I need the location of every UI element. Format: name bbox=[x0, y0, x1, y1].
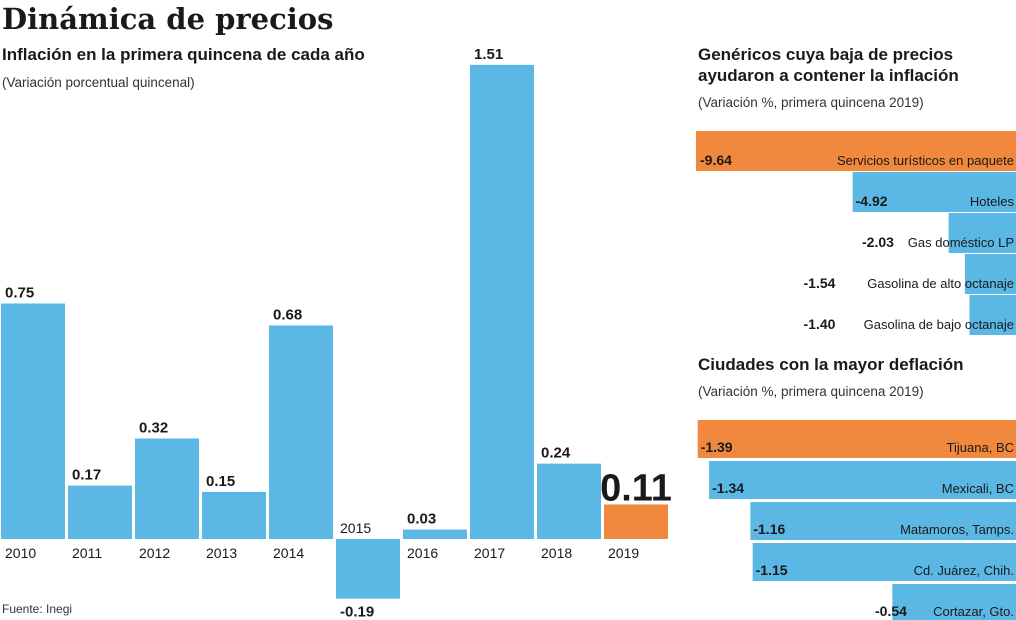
x-tick-label-2013: 2013 bbox=[206, 545, 237, 561]
cities-bar-0 bbox=[697, 420, 1016, 458]
generics-bar-4 bbox=[969, 295, 1016, 335]
bar-value-label-2019: 0.11 bbox=[600, 467, 672, 509]
cities-bar-3 bbox=[752, 543, 1016, 581]
generics-bar-1 bbox=[852, 172, 1016, 212]
generics-subtitle: (Variación %, primera quincena 2019) bbox=[698, 95, 924, 110]
generics-value-label-3: -1.54 bbox=[804, 275, 836, 291]
bar-2014 bbox=[269, 325, 333, 539]
cities-value-label-3: -1.15 bbox=[756, 562, 788, 578]
x-tick-label-2014: 2014 bbox=[273, 545, 304, 561]
generics-value-label-4: -1.40 bbox=[804, 316, 836, 332]
cities-category-label-2: Matamoros, Tamps. bbox=[900, 522, 1014, 537]
cities-bar-2 bbox=[750, 502, 1016, 540]
cities-value-label-4: -0.54 bbox=[875, 603, 907, 619]
cities-value-label-1: -1.34 bbox=[712, 480, 744, 496]
bar-value-label-2010: 0.75 bbox=[5, 285, 34, 302]
bar-2011 bbox=[68, 485, 132, 539]
x-tick-label-2011: 2011 bbox=[72, 545, 102, 561]
cities-value-label-2: -1.16 bbox=[753, 521, 785, 537]
bar-2018 bbox=[537, 463, 601, 539]
generics-title-line-1: Genéricos cuya baja de precios bbox=[698, 45, 954, 64]
x-tick-label-2017: 2017 bbox=[474, 545, 505, 561]
bar-value-label-2017: 1.51 bbox=[474, 46, 503, 63]
generics-value-label-2: -2.03 bbox=[862, 234, 894, 250]
generics-value-label-1: -4.92 bbox=[856, 193, 888, 209]
bar-2012 bbox=[135, 438, 199, 539]
x-tick-label-2016: 2016 bbox=[407, 545, 438, 561]
bar-value-label-2016: 0.03 bbox=[407, 511, 436, 528]
generics-value-label-0: -9.64 bbox=[700, 152, 732, 168]
bar-value-label-2015: -0.19 bbox=[340, 604, 374, 620]
bar-value-label-2011: 0.17 bbox=[72, 467, 101, 484]
bar-2015 bbox=[336, 539, 400, 599]
bar-value-label-2013: 0.15 bbox=[206, 473, 235, 490]
cities-bar-4 bbox=[892, 584, 1016, 620]
bar-value-label-2012: 0.32 bbox=[139, 420, 168, 437]
x-tick-label-2019: 2019 bbox=[608, 545, 639, 561]
bar-2016 bbox=[403, 529, 467, 539]
bar-2013 bbox=[202, 491, 266, 539]
cities-subtitle: (Variación %, primera quincena 2019) bbox=[698, 384, 924, 399]
generics-category-label-2: Gas doméstico LP bbox=[908, 235, 1014, 250]
generics-category-label-1: Hoteles bbox=[970, 194, 1015, 209]
generics-category-label-4: Gasolina de bajo octanaje bbox=[864, 317, 1014, 332]
cities-bar-1 bbox=[709, 461, 1016, 499]
x-tick-label-2018: 2018 bbox=[541, 545, 572, 561]
cities-value-label-0: -1.39 bbox=[701, 439, 733, 455]
generics-bar-2 bbox=[948, 213, 1016, 253]
generics-bar-0 bbox=[695, 131, 1016, 171]
bar-value-label-2014: 0.68 bbox=[273, 306, 302, 323]
bar-2017 bbox=[470, 64, 534, 540]
source-note: Fuente: Inegi bbox=[2, 602, 73, 616]
generics-bar-3 bbox=[964, 254, 1016, 294]
cities-category-label-0: Tijuana, BC bbox=[947, 440, 1014, 455]
generics-category-label-0: Servicios turísticos en paquete bbox=[837, 153, 1014, 168]
cities-category-label-4: Cortazar, Gto. bbox=[933, 604, 1014, 619]
main-chart-subtitle: (Variación porcentual quincenal) bbox=[2, 75, 195, 90]
page-title: Dinámica de precios bbox=[2, 2, 334, 36]
x-tick-label-2012: 2012 bbox=[139, 545, 170, 561]
cities-title: Ciudades con la mayor deflación bbox=[698, 355, 964, 374]
bar-value-label-2018: 0.24 bbox=[541, 445, 571, 462]
main-chart-title: Inflación en la primera quincena de cada… bbox=[2, 45, 365, 64]
cities-category-label-3: Cd. Juárez, Chih. bbox=[914, 563, 1014, 578]
generics-title-line-2: ayudaron a contener la inflación bbox=[698, 66, 959, 85]
x-tick-label-2010: 2010 bbox=[5, 545, 36, 561]
generics-category-label-3: Gasolina de alto octanaje bbox=[867, 276, 1014, 291]
x-tick-label-2015: 2015 bbox=[340, 520, 371, 536]
bar-2010 bbox=[1, 303, 65, 539]
bar-2019 bbox=[604, 504, 668, 539]
cities-category-label-1: Mexicali, BC bbox=[942, 481, 1014, 496]
